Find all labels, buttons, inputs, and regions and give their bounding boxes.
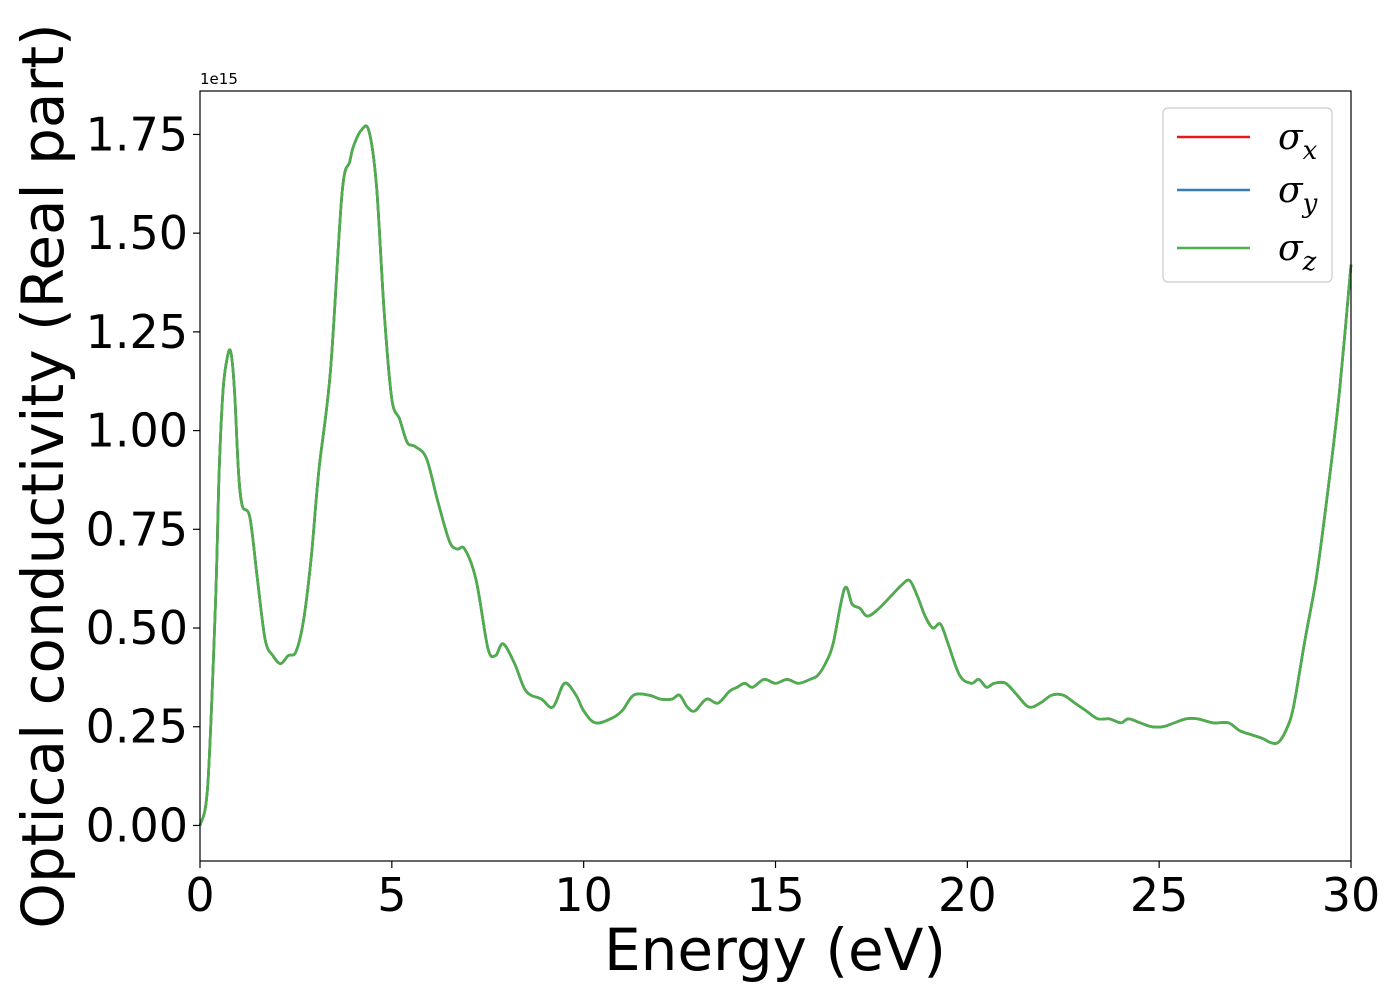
series-layer: [198, 124, 1353, 826]
y-tick-label: 0.25: [86, 700, 188, 754]
y-axis-title: Optical conductivity (Real part): [9, 23, 77, 928]
y-tick-label: 1.75: [86, 107, 188, 161]
y-tick-label: 1.25: [86, 305, 188, 359]
x-axis-title: Energy (eV): [604, 916, 946, 984]
x-axis-ticks: 0 5 10 15 20 25 30: [185, 861, 1380, 922]
series-line-sigma-z: [198, 124, 1353, 826]
x-tick-label: 30: [1322, 868, 1381, 922]
y-tick-label: 1.50: [86, 206, 188, 260]
y-axis-ticks: 0.00 0.25 0.50 0.75 1.00 1.25 1.50 1.75: [86, 107, 200, 852]
y-tick-label: 0.00: [86, 798, 188, 852]
x-tick-label: 20: [938, 868, 997, 922]
x-tick-label: 5: [377, 868, 406, 922]
y-tick-label: 0.75: [86, 502, 188, 556]
y-tick-label: 1.00: [86, 404, 188, 458]
x-tick-label: 25: [1130, 868, 1189, 922]
y-tick-label: 0.50: [86, 601, 188, 655]
x-tick-label: 15: [746, 868, 805, 922]
x-tick-label: 10: [554, 868, 613, 922]
x-tick-label: 0: [185, 868, 214, 922]
legend-box: [1162, 107, 1333, 283]
y-offset-label: 1e15: [200, 70, 238, 88]
